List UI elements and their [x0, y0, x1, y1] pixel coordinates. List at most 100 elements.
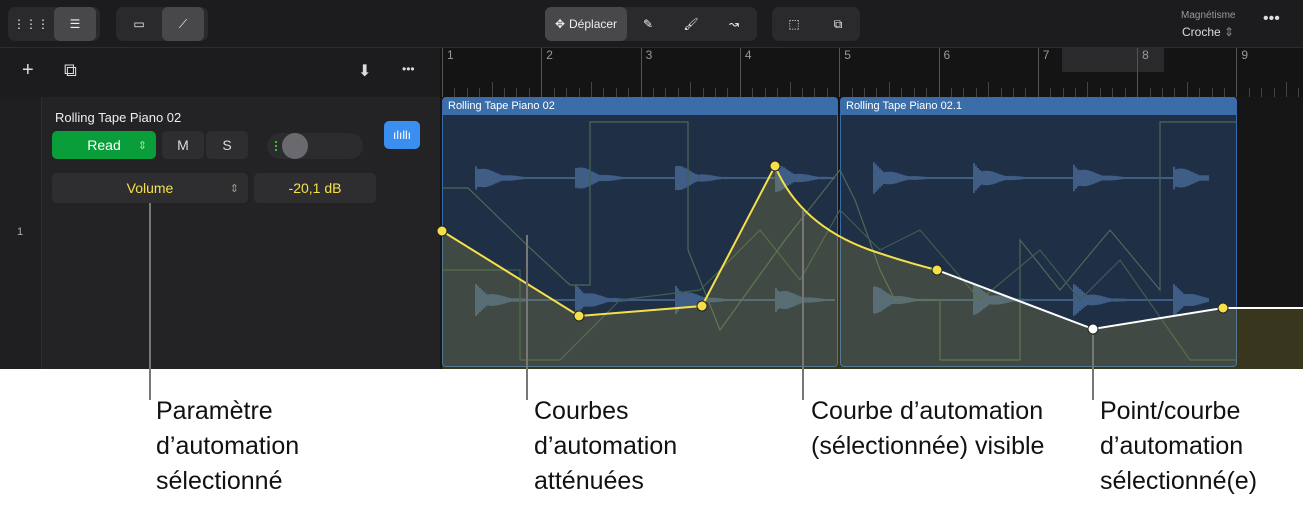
automation-view-icon[interactable]: ⟋	[162, 7, 204, 41]
automation-point[interactable]	[931, 264, 943, 276]
playhead-range	[1062, 48, 1164, 72]
tick	[1174, 88, 1176, 97]
tool-group: ✥ Déplacer ✎ 🖌 ↝	[545, 7, 757, 41]
tick	[578, 88, 580, 97]
tick	[975, 88, 977, 97]
tick	[628, 88, 630, 97]
selected-automation-point[interactable]	[1087, 323, 1099, 335]
more-icon[interactable]: •••	[1263, 10, 1280, 27]
region-view-icon[interactable]: ▭	[133, 17, 145, 31]
automation-layer[interactable]	[0, 0, 1303, 369]
chevron-updown-icon: ⇕	[229, 182, 239, 195]
callout-selected-parameter: Paramètre d’automation sélectionné	[156, 394, 299, 499]
callout-line	[802, 210, 804, 400]
tick	[1186, 82, 1188, 97]
snap-select[interactable]: Croche ⇕	[1182, 25, 1234, 39]
volume-slider[interactable]	[267, 133, 363, 159]
bar-marker: 1	[442, 48, 454, 97]
tick	[727, 88, 729, 97]
callout-text: d’automation	[534, 432, 678, 460]
tick	[466, 88, 468, 97]
brush-tool-icon[interactable]: 🖌	[683, 17, 699, 31]
tick	[1075, 88, 1076, 97]
tick	[1000, 88, 1002, 97]
tick	[876, 88, 878, 97]
callout-text: d’automation	[156, 432, 300, 460]
automation-fill	[442, 166, 1303, 369]
tick	[715, 88, 716, 97]
region[interactable]: Rolling Tape Piano 02.1	[840, 97, 1237, 367]
automation-mode-select[interactable]: Read ⇕	[52, 131, 156, 159]
ruler[interactable]: 1 2 3 4 5 6 7 8 9	[440, 48, 1303, 97]
waveform-icon[interactable]: ılıllı	[384, 121, 420, 149]
curve-tool-icon[interactable]: ↝	[728, 17, 740, 31]
level-meter	[275, 141, 277, 151]
waveform	[475, 164, 835, 192]
track-list-toolbar: + ⧉ ⬇ •••	[0, 48, 440, 97]
slider-knob[interactable]	[282, 133, 308, 159]
chevron-updown-icon: ⇕	[137, 139, 147, 152]
param-label: Volume	[126, 180, 174, 196]
tick	[1087, 82, 1089, 97]
grid-view-icon[interactable]: ⋮⋮⋮	[13, 17, 49, 31]
tick	[1286, 82, 1287, 97]
callout-dimmed-curves: Courbes d’automation atténuées	[534, 394, 677, 499]
bar-marker: 8	[1137, 48, 1149, 97]
tick	[1149, 88, 1151, 97]
track-number-column: 1	[0, 97, 42, 369]
automation-point[interactable]	[769, 160, 781, 172]
automation-parameter-select[interactable]: Volume ⇕	[52, 173, 248, 203]
track-header[interactable]: 1 Rolling Tape Piano 02 Read ⇕ M S ılıllı…	[0, 97, 440, 369]
automation-point[interactable]	[436, 225, 448, 237]
tick	[1025, 88, 1027, 97]
tick	[504, 88, 505, 97]
callout-text: d’automation	[1100, 432, 1244, 460]
copy-icon[interactable]: ⧉	[833, 16, 843, 31]
bar-marker: 7	[1037, 48, 1049, 97]
bar-marker: 6	[938, 48, 950, 97]
region[interactable]: Rolling Tape Piano 02	[442, 97, 838, 367]
app-window: ⋮⋮⋮ ☰ ▭ ⟋ ✥ Déplacer ✎ 🖌 ↝ ⬚ ⧉ Magnétisme…	[0, 0, 1303, 369]
callout-text: Point/courbe	[1100, 397, 1241, 425]
dimmed-automation-curve	[442, 209, 1236, 361]
tick	[690, 82, 692, 97]
duplicate-track-icon[interactable]: ⧉	[64, 60, 77, 80]
tick	[950, 88, 952, 97]
tick	[926, 88, 927, 97]
tick	[752, 88, 754, 97]
edit-group: ⬚ ⧉	[772, 7, 860, 41]
automation-point[interactable]	[1217, 302, 1229, 314]
mode-group: ▭ ⟋	[116, 7, 208, 41]
move-tool-button[interactable]: ✥ Déplacer	[545, 7, 627, 41]
more-icon[interactable]: •••	[402, 62, 415, 76]
automation-point[interactable]	[696, 300, 708, 312]
tick	[913, 88, 915, 97]
waveform	[475, 284, 835, 316]
tick	[777, 88, 779, 97]
selected-automation-curve	[936, 269, 1303, 331]
automation-curve	[441, 163, 938, 318]
automation-point[interactable]	[573, 310, 585, 322]
callout-text: sélectionné	[156, 467, 283, 495]
tick	[665, 88, 667, 97]
import-icon[interactable]: ⬇	[358, 63, 372, 80]
snap-label: Magnétisme	[1181, 10, 1236, 21]
tick	[1062, 88, 1064, 97]
tick	[814, 88, 816, 97]
tick	[566, 88, 568, 97]
add-track-icon[interactable]: +	[22, 59, 34, 81]
tick	[826, 88, 828, 97]
mute-button[interactable]: M	[162, 131, 204, 159]
solo-button[interactable]: S	[206, 131, 248, 159]
select-icon[interactable]: ⬚	[788, 17, 800, 31]
bar-marker: 9	[1236, 48, 1248, 97]
tick	[653, 88, 654, 97]
pencil-tool-icon[interactable]: ✎	[642, 17, 654, 31]
tick	[454, 88, 456, 97]
automation-value[interactable]: -20,1 dB	[254, 173, 376, 203]
callout-text: Paramètre	[156, 397, 273, 425]
bar-marker: 2	[541, 48, 553, 97]
tick	[1050, 88, 1052, 97]
tracks-view-icon[interactable]: ☰	[54, 7, 96, 41]
track-number: 1	[17, 226, 24, 238]
